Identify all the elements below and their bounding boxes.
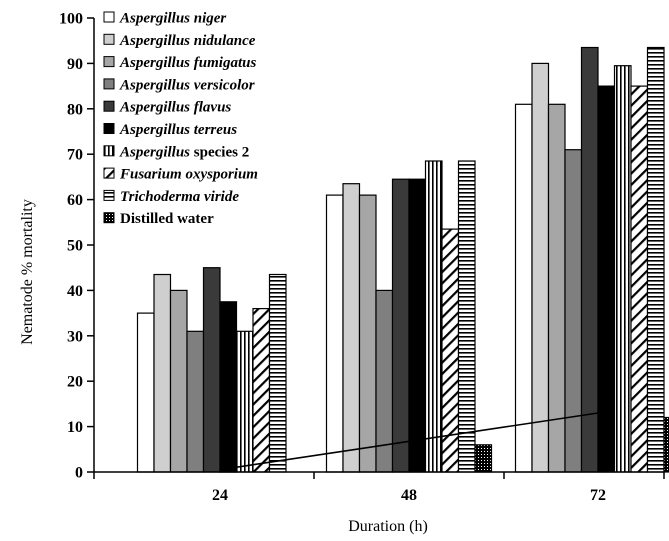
bar-24-2 (153, 273, 172, 473)
bar-72-7 (613, 65, 632, 473)
bar-48-10 (474, 444, 493, 473)
bar-24-5 (202, 267, 221, 473)
y-tick-label-80: 80 (67, 101, 83, 118)
legend-swatch-10 (103, 212, 115, 224)
bars-layer (136, 46, 669, 473)
bar-48-7 (424, 160, 443, 473)
legend-swatch-9 (103, 189, 115, 201)
legend-swatch-6 (103, 123, 115, 134)
bar-48-6 (408, 178, 427, 473)
y-tick-label-30: 30 (67, 328, 83, 345)
legend-label-italic: Aspergillus fumigatus (119, 55, 256, 71)
legend-label-3: Aspergillus fumigatus (119, 55, 256, 71)
legend-label-italic: Aspergillus nidulance (119, 33, 256, 49)
y-tick-label-20: 20 (67, 374, 83, 391)
legend-label-plain: Distilled water (120, 211, 214, 227)
legend-label-italic: Trichoderma viride (120, 189, 239, 205)
trendline-layer (219, 412, 599, 471)
legend-swatch-5 (103, 100, 115, 112)
y-tick-label-90: 90 (67, 56, 83, 73)
bar-72-4 (564, 149, 583, 473)
legend-label-italic: Aspergillus flavus (119, 100, 231, 116)
bar-72-8 (630, 85, 649, 473)
bar-24-3 (169, 289, 188, 473)
legend-swatch-2 (103, 33, 115, 45)
bar-72-9 (646, 46, 665, 473)
bar-48-3 (358, 194, 377, 473)
legend-label-plain: species 2 (190, 144, 249, 160)
bar-72-2 (531, 62, 550, 473)
legend-label-italic: Aspergillus terreus (119, 122, 237, 138)
bar-24-1 (136, 312, 155, 473)
legend-label-1: Aspergillus niger (119, 11, 226, 27)
y-tick-label-100: 100 (59, 11, 83, 28)
legend-label-10: Distilled water (120, 211, 214, 227)
y-axis-title: Nematode % mortality (19, 199, 36, 345)
legend-label-italic: Aspergillus versicolor (119, 77, 255, 93)
bar-24-9 (268, 273, 287, 473)
x-tick-label-72: 72 (590, 487, 606, 504)
bar-72-10 (663, 416, 669, 473)
legend-swatch-3 (103, 56, 115, 68)
y-tick-label-60: 60 (67, 192, 83, 209)
legend-label-2: Aspergillus nidulance (119, 33, 256, 49)
trend-line (219, 412, 599, 471)
bar-48-1 (325, 194, 344, 473)
legend-swatch-1 (103, 11, 115, 23)
legend-swatch-8 (103, 167, 115, 179)
bar-48-5 (391, 178, 410, 473)
bar-72-1 (514, 103, 533, 473)
x-tick-label-24: 24 (212, 487, 228, 504)
bar-24-6 (219, 301, 238, 473)
bar-24-8 (252, 308, 271, 473)
bar-48-2 (342, 183, 361, 473)
legend-swatch-7 (103, 145, 115, 157)
y-tick-label-10: 10 (67, 419, 83, 436)
bar-72-3 (547, 103, 566, 473)
y-tick-label-40: 40 (67, 283, 83, 300)
bar-72-5 (580, 46, 599, 473)
legend-label-6: Aspergillus terreus (119, 122, 237, 138)
legend-label-italic: Aspergillus niger (119, 11, 226, 27)
legend-label-4: Aspergillus versicolor (119, 77, 255, 93)
y-tick-label-70: 70 (67, 147, 83, 164)
bar-24-7 (235, 330, 254, 473)
bar-72-6 (597, 85, 616, 473)
legend-swatch-4 (103, 78, 115, 90)
legend-label-italic: Fusarium oxysporium (119, 167, 258, 183)
legend-label-italic: Aspergillus (119, 144, 190, 160)
legend-label-8: Fusarium oxysporium (119, 167, 258, 183)
y-tick-label-50: 50 (67, 238, 83, 255)
legend-label-7: Aspergillus species 2 (119, 144, 249, 160)
bar-24-4 (186, 330, 205, 473)
x-tick-label-48: 48 (401, 487, 417, 504)
y-tick-label-0: 0 (75, 465, 83, 482)
axes-layer: 0 10 20 30 40 50 60 70 80 90 100 24 48 72 (59, 11, 665, 504)
bar-48-9 (457, 160, 476, 473)
x-axis-title: Duration (h) (348, 518, 428, 535)
legend: Aspergillus niger Aspergillus nidulance As… (103, 11, 258, 227)
legend-label-5: Aspergillus flavus (119, 100, 231, 116)
legend-label-9: Trichoderma viride (120, 189, 239, 205)
